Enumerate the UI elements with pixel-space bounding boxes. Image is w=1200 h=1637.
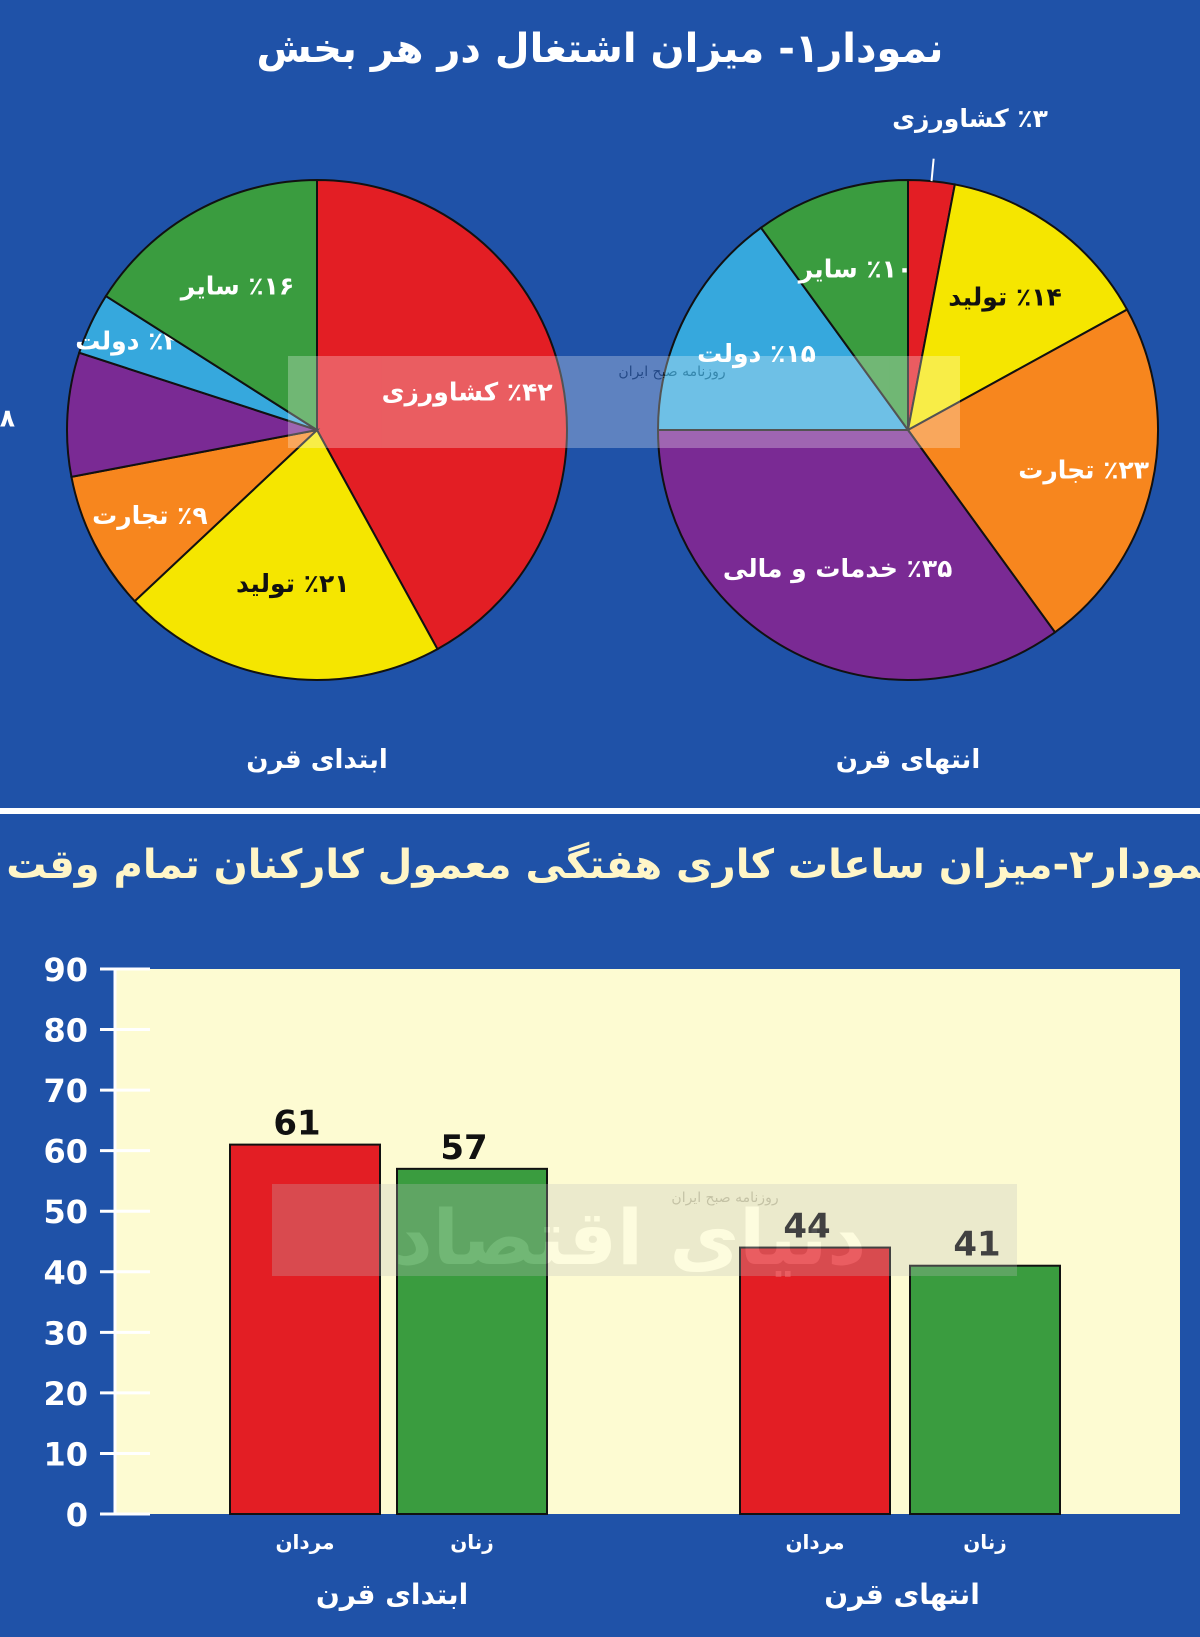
pie-slice (656, 226, 910, 431)
slice-label: ٪۱۵ دولت (697, 339, 816, 369)
y-tick-label: 50 (43, 1193, 88, 1231)
y-tick-label: 20 (43, 1375, 88, 1413)
pie-caption-start: ابتدای قرن (246, 745, 388, 775)
slice-label: ٪۳۵ خدمات و مالی (723, 554, 952, 584)
slice-label: ٪۱۰ سایر (797, 254, 912, 284)
y-tick-label: 90 (43, 951, 88, 989)
slice-label: ٪۲۱ تولید (236, 569, 350, 599)
pie-slice (906, 183, 1129, 432)
y-tick-label: 30 (43, 1314, 88, 1352)
x-group-label: ابتدای قرن (316, 1578, 468, 1611)
pie-slice (906, 308, 1159, 634)
pie-slice (759, 178, 909, 434)
pie-charts: نمودار۱- میزان اشتغال در هر بخش ٪۴۲ کشاو… (0, 26, 1159, 775)
watermark: دنیای اقتصاد روزنامه صبح ایران (288, 356, 960, 450)
bar-value-label: 57 (440, 1128, 487, 1168)
pie-chart-panel: نمودار۱- میزان اشتغال در هر بخش ٪۴۲ کشاو… (0, 0, 1200, 808)
y-tick-label: 60 (43, 1133, 88, 1171)
watermark-brand: دنیای اقتصاد (384, 361, 856, 450)
slice-label: ٪۱۴ تولید (948, 283, 1062, 313)
x-category-label: مردان (275, 1530, 334, 1554)
pie-1: ٪۴۲ کشاورزی ٪۲۱ تولید ٪۹ تجارت ٪۸ خدمات و م… (0, 178, 568, 681)
y-tick-label: 40 (43, 1254, 88, 1292)
slice-label: ٪۴۲ کشاورزی (382, 377, 553, 407)
x-category-label: زنان (963, 1530, 1007, 1554)
pie-slice (316, 178, 568, 651)
pie-slice (656, 429, 1057, 682)
pie-chart-title: نمودار۱- میزان اشتغال در هر بخش (257, 26, 944, 72)
slice-label: ٪۱۶ سایر (179, 271, 294, 301)
slice-label: ٪۳ کشاورزی (892, 104, 1048, 134)
pie-2: ٪۳ کشاورزی ٪۱۴ تولید ٪۲۳ تجارت ٪۳۵ خدمات و … (656, 104, 1159, 682)
x-category-label: مردان (785, 1530, 844, 1554)
watermark: دنیای اقتصاد روزنامه صبح ایران (272, 1184, 1017, 1282)
slice-label: ٪۸ خدمات و مالی (0, 403, 15, 433)
pie-slice (70, 428, 321, 603)
y-tick-label: 70 (43, 1072, 88, 1110)
bar-value-label: 41 (953, 1225, 1000, 1265)
bar (396, 1167, 548, 1515)
y-tick-label: 80 (43, 1012, 88, 1050)
pie-slice (104, 178, 318, 432)
x-group-label: انتهای قرن (824, 1578, 980, 1611)
bar (229, 1143, 381, 1515)
watermark-subtitle: روزنامه صبح ایران (671, 1190, 778, 1206)
bar-value-label: 44 (783, 1207, 830, 1247)
pie-caption-end: انتهای قرن (836, 745, 981, 775)
pie-slice (133, 428, 439, 681)
watermark-brand: دنیای اقتصاد (394, 1193, 866, 1282)
slice-label: ٪۹ تجارت (92, 501, 208, 530)
bar (909, 1264, 1061, 1515)
y-tick-label: 10 (43, 1435, 88, 1473)
slice-label: ٪۲۳ تجارت (1018, 455, 1149, 484)
watermark-subtitle: روزنامه صبح ایران (618, 364, 725, 380)
leader-line (930, 158, 935, 182)
y-tick-label: 0 (66, 1496, 88, 1534)
x-category-label: زنان (450, 1530, 494, 1554)
bar-value-label: 61 (273, 1104, 320, 1144)
pie-slice (66, 351, 318, 479)
bar (739, 1246, 891, 1515)
